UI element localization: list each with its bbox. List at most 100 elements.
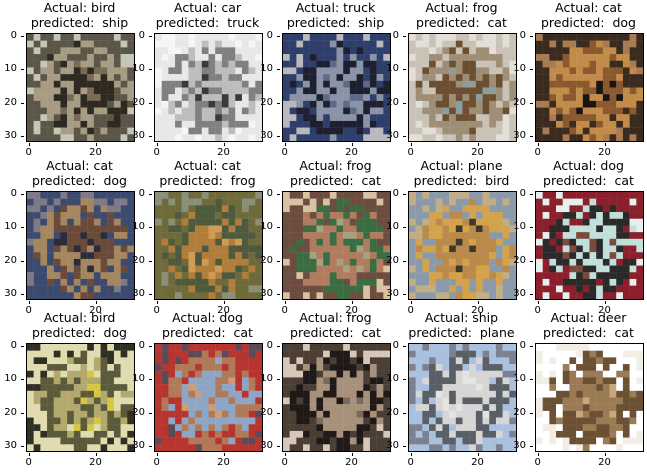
y-tick-label: 30 — [4, 129, 24, 141]
image-thumbnail — [409, 192, 516, 299]
panel-title: Actual: bird predicted: dog — [17, 310, 142, 340]
image-thumbnail — [536, 344, 643, 451]
panel-title: Actual: dog predicted: cat — [526, 158, 647, 188]
predicted-label: predicted: plane — [408, 325, 515, 340]
y-tick-label: 20 — [386, 406, 406, 418]
image-axes — [408, 191, 517, 300]
image-thumbnail — [27, 34, 134, 141]
y-tick-label: 0 — [512, 188, 533, 199]
x-tick-label: 20 — [595, 143, 615, 158]
image-thumbnail — [155, 34, 262, 141]
image-thumbnail — [283, 344, 390, 451]
x-tick-label: 0 — [401, 453, 421, 468]
panel-title: Actual: deer predicted: cat — [526, 310, 647, 340]
x-tick-label: 0 — [275, 301, 295, 316]
predicted-label: predicted: truck — [155, 15, 260, 30]
image-thumbnail — [283, 192, 390, 299]
x-tick-label: 20 — [595, 453, 615, 468]
predicted-label: predicted: frog — [159, 173, 256, 188]
y-tick-label: 0 — [131, 188, 152, 199]
y-tick-label: 0 — [259, 30, 280, 41]
actual-label: Actual: plane — [420, 158, 503, 173]
x-tick-label: 20 — [342, 143, 362, 158]
image-panel: Actual: frog predicted: cat 0 10 20 30 0 20 — [260, 310, 398, 468]
actual-label: Actual: dog — [553, 158, 624, 173]
y-tick-label: 30 — [132, 129, 152, 141]
x-tick-label: 20 — [86, 453, 106, 468]
x-tick-label: 0 — [19, 301, 39, 316]
panel-title: Actual: bird predicted: ship — [17, 0, 142, 30]
actual-label: Actual: frog — [299, 158, 372, 173]
y-tick-label: 20 — [132, 96, 152, 108]
panel-title: Actual: cat predicted: dog — [526, 0, 647, 30]
predicted-label: predicted: cat — [543, 173, 634, 188]
y-tick-label: 30 — [513, 439, 533, 451]
actual-label: Actual: deer — [550, 310, 627, 325]
x-tick-label: 20 — [468, 143, 488, 158]
x-tick-label: 0 — [275, 143, 295, 158]
image-panel: Actual: bird predicted: dog 0 10 20 30 0 20 — [4, 310, 142, 468]
image-panel: Actual: dog predicted: cat 0 10 20 30 0 20 — [513, 158, 647, 316]
y-tick-label: 10 — [386, 373, 406, 385]
y-tick-label: 30 — [260, 287, 280, 299]
y-tick-label: 30 — [4, 287, 24, 299]
y-tick-label: 20 — [513, 96, 533, 108]
y-tick-label: 10 — [386, 63, 406, 75]
y-tick-label: 0 — [131, 340, 152, 351]
predicted-label: predicted: cat — [290, 173, 381, 188]
y-tick-label: 0 — [385, 188, 406, 199]
y-tick-label: 20 — [260, 254, 280, 266]
y-tick-label: 0 — [259, 340, 280, 351]
panel-title: Actual: car predicted: truck — [145, 0, 270, 30]
image-thumbnail — [27, 192, 134, 299]
x-tick-label: 20 — [214, 143, 234, 158]
y-tick-label: 10 — [4, 63, 24, 75]
y-tick-label: 30 — [260, 439, 280, 451]
x-tick-label: 20 — [468, 453, 488, 468]
image-panel: Actual: car predicted: truck 0 10 20 30 0 20 — [132, 0, 270, 158]
x-tick-label: 0 — [275, 453, 295, 468]
actual-label: Actual: ship — [424, 310, 499, 325]
predicted-label: predicted: cat — [543, 325, 634, 340]
y-tick-label: 10 — [386, 221, 406, 233]
image-panel: Actual: ship predicted: plane 0 10 20 30 0 20 — [386, 310, 524, 468]
y-tick-label: 0 — [3, 188, 24, 199]
image-panel: Actual: cat predicted: frog 0 10 20 30 0 20 — [132, 158, 270, 316]
predicted-label: predicted: dog — [32, 173, 127, 188]
panel-title: Actual: frog predicted: cat — [399, 0, 524, 30]
actual-label: Actual: dog — [172, 310, 243, 325]
image-panel: Actual: deer predicted: cat 0 10 20 30 0 20 — [513, 310, 647, 468]
x-tick-label: 0 — [147, 143, 167, 158]
x-tick-label: 20 — [342, 301, 362, 316]
y-tick-label: 30 — [4, 439, 24, 451]
image-axes — [535, 343, 644, 452]
image-panel: Actual: cat predicted: dog 0 10 20 30 0 20 — [513, 0, 647, 158]
y-tick-label: 20 — [132, 254, 152, 266]
image-thumbnail — [409, 344, 516, 451]
y-tick-label: 0 — [3, 340, 24, 351]
image-thumbnail — [155, 344, 262, 451]
image-thumbnail — [536, 34, 643, 141]
y-tick-label: 20 — [513, 254, 533, 266]
actual-label: Actual: frog — [425, 0, 498, 15]
predicted-label: predicted: ship — [286, 15, 385, 30]
predicted-label: predicted: cat — [290, 325, 381, 340]
panel-title: Actual: truck predicted: ship — [273, 0, 398, 30]
panel-title: Actual: cat predicted: frog — [145, 158, 270, 188]
y-tick-label: 30 — [513, 287, 533, 299]
y-tick-label: 20 — [513, 406, 533, 418]
x-tick-label: 20 — [86, 143, 106, 158]
x-tick-label: 0 — [147, 301, 167, 316]
y-tick-label: 20 — [4, 254, 24, 266]
y-tick-label: 10 — [260, 221, 280, 233]
x-tick-label: 0 — [528, 143, 548, 158]
y-tick-label: 0 — [385, 30, 406, 41]
y-tick-label: 20 — [260, 406, 280, 418]
x-tick-label: 20 — [342, 453, 362, 468]
y-tick-label: 30 — [260, 129, 280, 141]
y-tick-label: 10 — [513, 373, 533, 385]
image-thumbnail — [409, 34, 516, 141]
predicted-label: predicted: ship — [30, 15, 129, 30]
image-panel: Actual: frog predicted: cat 0 10 20 30 0 20 — [386, 0, 524, 158]
